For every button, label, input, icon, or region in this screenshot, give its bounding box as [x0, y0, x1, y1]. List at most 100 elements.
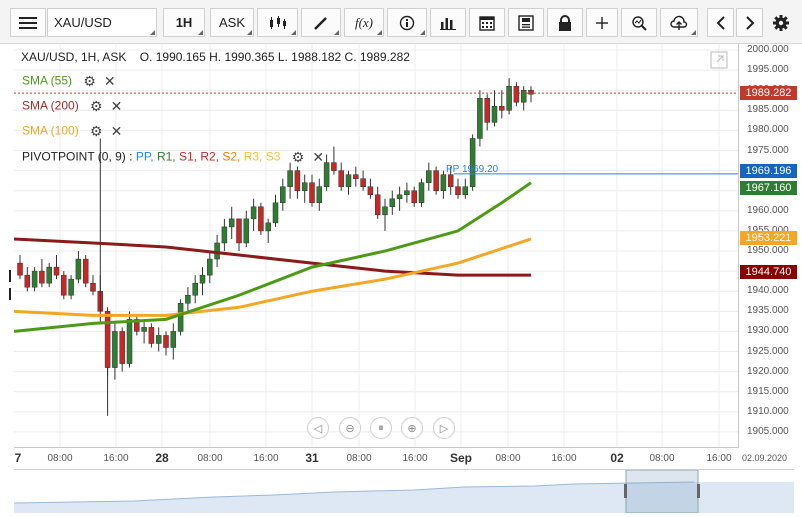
zoom-in-button[interactable]: ⊕	[401, 417, 423, 439]
price-tick: 1925.000	[747, 345, 789, 357]
chart-title: XAU/USD, 1H, ASK	[21, 50, 127, 64]
zoom-out-button[interactable]: ⊖	[339, 417, 361, 439]
calendar-icon	[479, 15, 495, 31]
timeframe-selector[interactable]: 1H	[163, 8, 205, 37]
candle-body	[367, 186, 374, 195]
chart-canvas[interactable]: PP 1969.20	[14, 44, 739, 448]
candle-body	[134, 319, 140, 332]
candle-body	[236, 218, 242, 244]
gear-icon[interactable]: ⚙	[83, 73, 96, 89]
navigator-window	[625, 469, 699, 514]
candle-body	[170, 331, 177, 348]
cloud-button[interactable]	[660, 8, 698, 37]
save-button[interactable]	[508, 8, 544, 37]
candle-body	[506, 85, 512, 111]
candles-icon	[269, 15, 286, 29]
gear-icon[interactable]: ⚙	[291, 149, 305, 165]
candle-body	[104, 311, 111, 368]
gear-icon	[773, 14, 789, 31]
close-icon[interactable]: ✕	[103, 73, 116, 89]
candle-body	[82, 258, 89, 284]
arrow-right-icon	[745, 15, 754, 30]
pan-right-button[interactable]: ▷	[433, 417, 455, 439]
sma55-line	[14, 181, 532, 333]
candle-body	[331, 162, 337, 171]
close-icon[interactable]: ✕	[110, 123, 123, 139]
candle-body	[287, 170, 293, 187]
draw-pen-icon	[314, 16, 327, 30]
fit-button[interactable]: ⏸	[370, 417, 392, 439]
price-label: 1953.221	[740, 231, 797, 246]
candle-body	[155, 335, 162, 344]
time-tick: 7	[14, 451, 22, 465]
hamburger-icon	[19, 16, 37, 29]
candle-body	[31, 270, 38, 288]
price-label: 1967.160	[740, 181, 797, 196]
time-axis[interactable]: 7 08:00 16:00 28 08:00 16:00 31 08:00 16:00 Sep 08…	[14, 448, 802, 468]
price-axis[interactable]: 2000.0001995.0001990.0001985.0001980.000…	[740, 44, 802, 448]
pivot-pp-label: PP 1969.20	[446, 164, 499, 175]
candle-body	[272, 202, 279, 224]
symbol-selector[interactable]: XAU/USD	[47, 8, 157, 37]
sma55-legend: SMA (55) ⚙ ✕	[22, 73, 116, 90]
price-tick: 2000.000	[747, 44, 789, 56]
time-tick: 16:00	[706, 453, 732, 464]
gear-icon[interactable]: ⚙	[90, 98, 103, 114]
candle-body	[258, 206, 264, 232]
candle-body	[192, 282, 198, 296]
scroll-left-button[interactable]	[707, 8, 734, 37]
draw-button[interactable]	[301, 8, 341, 37]
corner-date: 02.09.2020	[742, 453, 788, 463]
lock-icon	[559, 14, 571, 31]
price-tick: 1910.000	[747, 405, 789, 417]
price-tick: 1995.000	[747, 64, 789, 76]
menu-button[interactable]	[10, 8, 46, 37]
crosshair-icon	[596, 16, 608, 29]
candle-body	[90, 282, 96, 292]
price-tick: 1960.000	[747, 204, 789, 216]
scroll-right-button[interactable]	[736, 8, 763, 37]
gear-icon[interactable]: ⚙	[90, 123, 103, 139]
toolbar: XAU/USD 1H ASK f(x)	[0, 0, 802, 44]
candle-body	[39, 270, 45, 284]
candle-body	[447, 174, 454, 187]
price-type-selector[interactable]: ASK	[210, 8, 254, 37]
close-icon[interactable]: ✕	[312, 149, 325, 165]
price-tick: 1975.000	[747, 144, 789, 156]
price-chart[interactable]: PP 1969.20	[14, 44, 739, 448]
pan-left-button[interactable]: ◁	[307, 417, 329, 439]
candle-body	[455, 186, 461, 195]
zoom-icon	[632, 15, 647, 31]
sma55-label: SMA (55)	[22, 73, 73, 88]
crosshair-button[interactable]	[586, 8, 618, 37]
navigator[interactable]	[13, 469, 794, 514]
time-tick: 16:00	[103, 453, 129, 464]
navigator-overview[interactable]	[13, 469, 794, 514]
timeframe-text: 1H	[175, 15, 193, 30]
calendar-button[interactable]	[469, 8, 505, 37]
zoom-button[interactable]	[621, 8, 657, 37]
close-icon[interactable]: ✕	[110, 98, 123, 114]
price-tick: 1935.000	[747, 305, 789, 317]
lock-button[interactable]	[547, 8, 583, 37]
popout-icon	[710, 51, 728, 69]
settings-button[interactable]	[766, 8, 796, 37]
candle-body	[462, 186, 469, 195]
chart-type-button[interactable]	[257, 8, 298, 37]
chevron-left-icon: ◁	[313, 422, 323, 435]
time-tick: 08:00	[47, 453, 73, 464]
navigator-handle-right	[697, 484, 700, 498]
time-tick: 31	[305, 451, 319, 465]
candle-body	[469, 138, 476, 187]
sma100-legend: SMA (100) ⚙ ✕	[22, 123, 122, 140]
candle-body	[75, 258, 82, 280]
candle-body	[199, 274, 206, 284]
info-button[interactable]	[387, 8, 427, 37]
cloud-upload-icon	[670, 15, 688, 30]
pivot-part-r2: R2,	[200, 149, 223, 164]
volume-button[interactable]	[430, 8, 466, 37]
candle-body	[477, 98, 483, 139]
candle-body	[228, 218, 235, 228]
indicators-button[interactable]: f(x)	[344, 8, 384, 37]
candle-body	[141, 327, 147, 332]
